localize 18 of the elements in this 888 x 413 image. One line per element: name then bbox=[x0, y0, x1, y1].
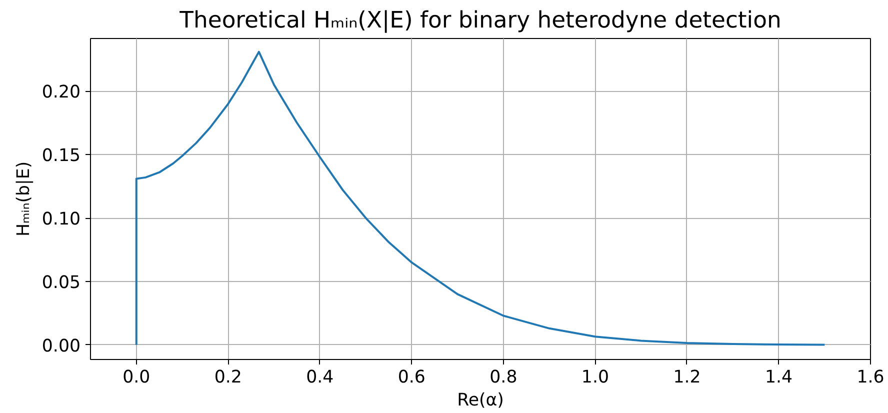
y-tick-label: 0.00 bbox=[42, 336, 81, 356]
x-tick-label: 0.8 bbox=[490, 368, 518, 388]
x-tick-label: 0.4 bbox=[306, 368, 334, 388]
x-tick-label: 0.6 bbox=[398, 368, 426, 388]
x-axis-title: Re(α) bbox=[457, 390, 504, 410]
x-tick-label: 1.2 bbox=[673, 368, 701, 388]
y-tick-label: 0.20 bbox=[42, 82, 81, 103]
x-tick-label: 0.2 bbox=[214, 368, 242, 388]
chart-title: Theoretical Hₘᵢₙ(X|E) for binary heterodyne detection bbox=[178, 8, 782, 34]
y-tick-label: 0.10 bbox=[42, 210, 81, 230]
x-tick-label: 1.6 bbox=[856, 368, 884, 388]
x-tick-label: 1.4 bbox=[764, 368, 793, 388]
y-tick-label: 0.05 bbox=[42, 272, 81, 293]
line-series bbox=[135, 50, 826, 346]
x-tick-label: 0.0 bbox=[122, 368, 150, 388]
x-tick-label: 1.0 bbox=[581, 368, 609, 388]
y-tick-label: 0.15 bbox=[42, 146, 81, 166]
y-axis-title: Hₘᵢₙ(b|E) bbox=[14, 161, 34, 237]
